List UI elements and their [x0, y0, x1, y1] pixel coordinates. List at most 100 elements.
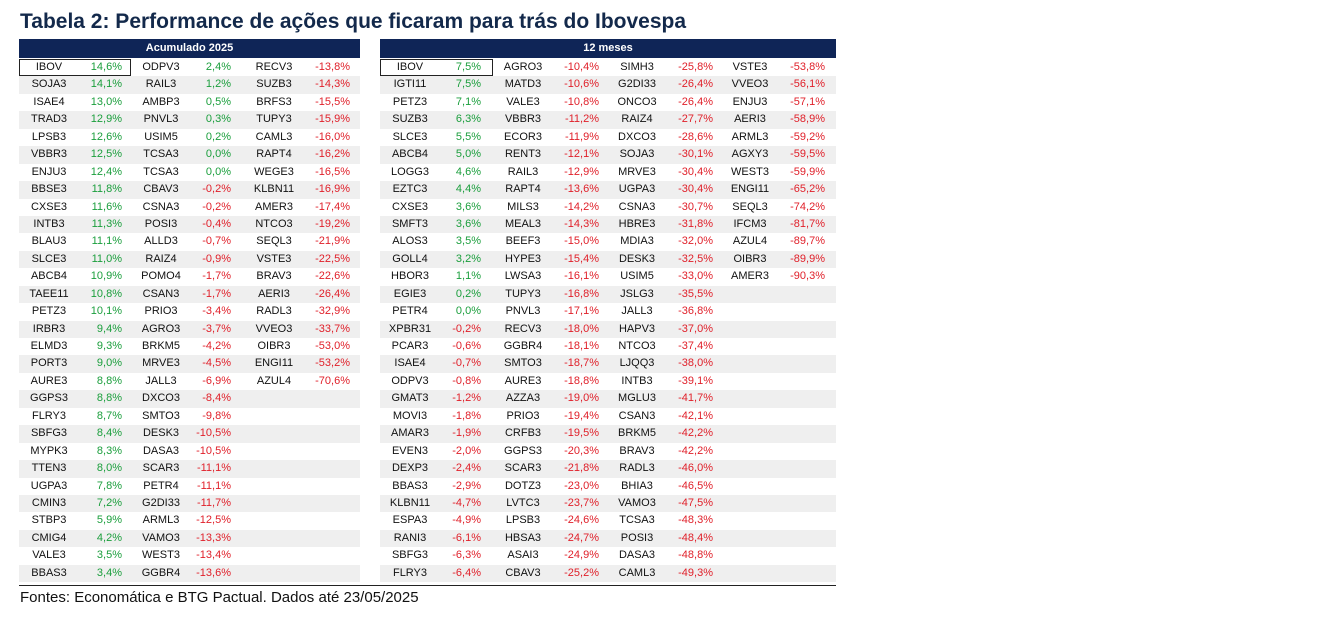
- table-row: FLRY3 8,7% SMTO3 -9,8%: [19, 408, 360, 425]
- performance-cell: 7,8%: [96, 479, 122, 492]
- table-row: CMIN3 7,2% G2DI33 -11,7%: [19, 494, 360, 513]
- performance-cell: -30,4%: [678, 165, 713, 178]
- ticker-cell: HBSA3: [504, 531, 542, 544]
- performance-cell: 8,8%: [96, 392, 122, 405]
- ticker-cell: SEQL3: [256, 235, 292, 248]
- ticker-cell: CXSE3: [391, 200, 429, 213]
- ticker-cell: BRAV3: [619, 444, 655, 457]
- table-row: DEXP3 -2,4% SCAR3 -21,8% RADL3 -46,0%: [380, 460, 836, 478]
- ticker-cell: ONCO3: [617, 95, 657, 108]
- performance-cell: -17,1%: [564, 305, 599, 318]
- ticker-cell: VBBR3: [504, 113, 542, 126]
- ticker-cell: LJQQ3: [619, 357, 655, 370]
- performance-cell: -30,4%: [678, 183, 713, 196]
- performance-cell: 1,2%: [205, 78, 231, 91]
- ticker-cell: DOTZ3: [504, 479, 542, 492]
- ticker-cell: PRIO3: [144, 305, 178, 318]
- ticker-cell: RAIL3: [145, 78, 177, 91]
- ticker-cell: RAIZ4: [145, 252, 177, 265]
- ticker-cell: AMER3: [255, 200, 293, 213]
- ticker-cell: VSTE3: [732, 61, 768, 73]
- performance-cell: -19,0%: [564, 392, 599, 405]
- table-row: HBOR3 1,1% LWSA3 -16,1% USIM5 -33,0% AMER3 -90,…: [380, 268, 836, 285]
- ticker-cell: ODPV3: [391, 374, 429, 387]
- table-row: EGIE3 0,2% TUPY3 -16,8% JSLG3 -35,5%: [380, 285, 836, 304]
- performance-cell: -6,3%: [452, 549, 481, 562]
- performance-cell: -0,2%: [202, 183, 231, 196]
- ibov-highlight-box: [19, 59, 131, 76]
- table-row: PCAR3 -0,6% GGBR4 -18,1% NTCO3 -37,4%: [380, 338, 836, 355]
- ticker-cell: AGRO3: [141, 322, 181, 335]
- performance-cell: -3,7%: [202, 322, 231, 335]
- ticker-cell: BRKM5: [142, 340, 180, 352]
- performance-cell: -23,7%: [564, 496, 599, 509]
- ticker-cell: ODPV3: [142, 61, 180, 73]
- ticker-cell: RANI3: [393, 531, 427, 544]
- performance-cell: -18,0%: [564, 322, 599, 335]
- ticker-cell: KLBN11: [253, 183, 295, 196]
- table-row: ISAE4 -0,7% SMTO3 -18,7% LJQQ3 -38,0%: [380, 355, 836, 373]
- ticker-cell: DASA3: [142, 444, 180, 457]
- performance-cell: -18,1%: [564, 340, 599, 352]
- performance-cell: -24,6%: [564, 514, 599, 527]
- table-row: VBBR3 12,5% TCSA3 0,0% RAPT4 -16,2%: [19, 146, 360, 164]
- performance-cell: -57,1%: [790, 95, 825, 108]
- performance-cell: 2,4%: [205, 61, 231, 73]
- ticker-cell: HAPV3: [618, 322, 656, 335]
- ticker-cell: GMAT3: [391, 392, 429, 405]
- performance-cell: 0,0%: [455, 305, 481, 318]
- performance-cell: -4,5%: [202, 357, 231, 370]
- ticker-cell: CBAV3: [143, 183, 179, 196]
- ticker-cell: ISAE4: [33, 95, 65, 108]
- ticker-cell: BRFS3: [256, 95, 292, 108]
- performance-cell: -2,4%: [452, 462, 481, 475]
- ticker-cell: PETR4: [392, 305, 428, 318]
- ticker-cell: POSI3: [144, 217, 178, 230]
- ticker-cell: UGPA3: [30, 479, 68, 492]
- ticker-cell: PCAR3: [391, 340, 429, 352]
- performance-cell: -16,2%: [315, 148, 350, 161]
- performance-cell: -10,5%: [196, 444, 231, 457]
- performance-cell: -1,7%: [202, 270, 231, 283]
- performance-cell: -48,4%: [678, 531, 713, 544]
- ticker-cell: POMO4: [141, 270, 181, 283]
- ticker-cell: EZTC3: [392, 183, 428, 196]
- table-row: MYPK3 8,3% DASA3 -10,5%: [19, 443, 360, 460]
- ticker-cell: ELMD3: [30, 340, 68, 352]
- performance-cell: 10,8%: [90, 287, 122, 300]
- performance-cell: -6,1%: [452, 531, 481, 544]
- table-row: GGPS3 8,8% DXCO3 -8,4%: [19, 390, 360, 408]
- table-row: FLRY3 -6,4% CBAV3 -25,2% CAML3 -49,3%: [380, 564, 836, 583]
- performance-cell: -21,9%: [315, 235, 350, 248]
- ticker-cell: BEEF3: [505, 235, 541, 248]
- performance-cell: -15,0%: [564, 235, 599, 248]
- ticker-cell: JSLG3: [620, 287, 654, 300]
- performance-cell: 8,7%: [96, 409, 122, 422]
- ticker-cell: RADL3: [619, 462, 655, 475]
- ticker-cell: USIM5: [620, 270, 654, 283]
- table-row: GMAT3 -1,2% AZZA3 -19,0% MGLU3 -41,7%: [380, 390, 836, 408]
- ticker-cell: CMIN3: [31, 496, 67, 509]
- ticker-cell: VALE3: [506, 95, 540, 108]
- performance-cell: -27,7%: [678, 113, 713, 126]
- performance-cell: -11,1%: [196, 462, 231, 475]
- ticker-cell: RAPT4: [256, 148, 292, 161]
- performance-cell: -42,1%: [678, 409, 713, 422]
- ticker-cell: GGPS3: [30, 392, 68, 405]
- ticker-cell: VAMO3: [142, 531, 180, 544]
- table-row: ELMD3 9,3% BRKM5 -4,2% OIBR3 -53,0%: [19, 338, 360, 355]
- ticker-cell: IGTI11: [393, 78, 427, 91]
- twelve-months-header: 12 meses: [380, 39, 836, 58]
- ticker-cell: AZUL4: [732, 235, 768, 248]
- performance-cell: -16,1%: [564, 270, 599, 283]
- performance-cell: 11,8%: [91, 183, 122, 196]
- ticker-cell: CMIG4: [31, 531, 67, 544]
- ticker-cell: RADL3: [256, 305, 292, 318]
- performance-cell: 13,0%: [90, 95, 122, 108]
- performance-cell: -15,4%: [564, 252, 599, 265]
- performance-cell: -23,0%: [564, 479, 599, 492]
- ticker-cell: CSNA3: [142, 200, 180, 213]
- table-row: GOLL4 3,2% HYPE3 -15,4% DESK3 -32,5% OIBR3 -89,…: [380, 250, 836, 269]
- performance-cell: -33,0%: [678, 270, 713, 283]
- performance-cell: -9,8%: [202, 409, 231, 422]
